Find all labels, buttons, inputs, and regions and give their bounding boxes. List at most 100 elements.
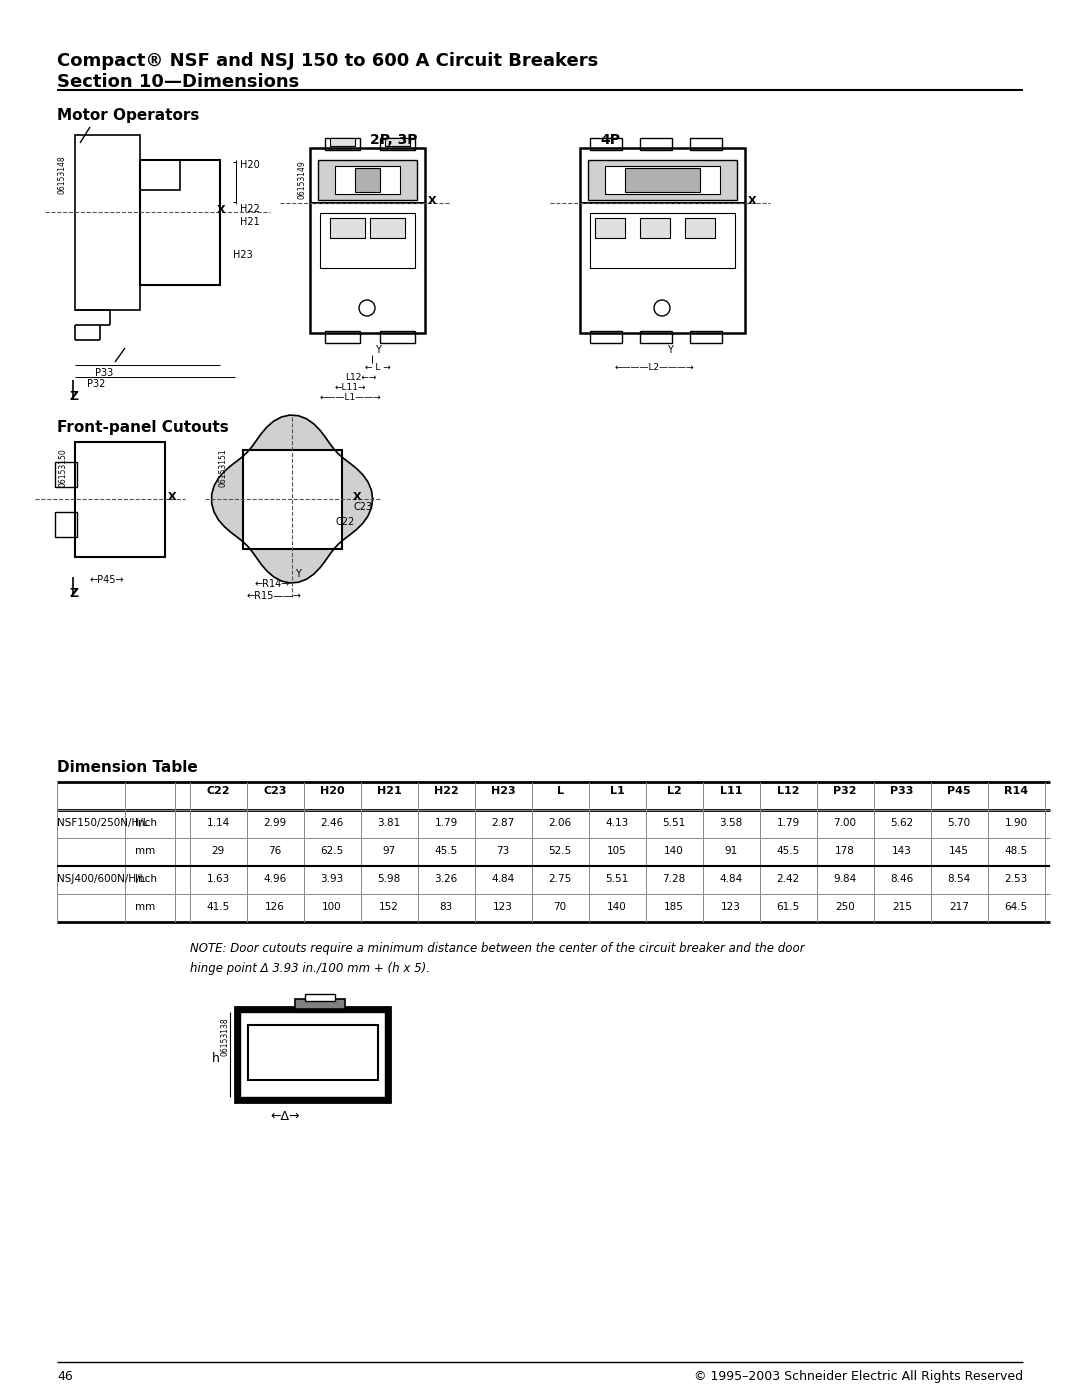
Text: L11: L11 <box>719 787 742 796</box>
Text: 2.75: 2.75 <box>549 875 571 884</box>
Text: © 1995–2003 Schneider Electric All Rights Reserved: © 1995–2003 Schneider Electric All Right… <box>693 1370 1023 1383</box>
Bar <box>590 138 622 149</box>
Text: ←P45→: ←P45→ <box>90 576 124 585</box>
Text: 145: 145 <box>949 847 969 856</box>
Text: 2.06: 2.06 <box>549 819 571 828</box>
Text: L2: L2 <box>666 787 681 796</box>
Text: Compact® NSF and NSJ 150 to 600 A Circuit Breakers: Compact® NSF and NSJ 150 to 600 A Circui… <box>57 52 598 70</box>
Bar <box>384 138 410 147</box>
Text: 4.13: 4.13 <box>606 819 629 828</box>
Text: P32: P32 <box>834 787 856 796</box>
Text: L: L <box>556 787 564 796</box>
Bar <box>240 1011 384 1097</box>
Text: 3.58: 3.58 <box>719 819 743 828</box>
Text: 2P, 3P: 2P, 3P <box>370 133 418 147</box>
Text: 105: 105 <box>607 847 626 856</box>
Text: X: X <box>168 492 177 502</box>
Text: 2.99: 2.99 <box>264 819 286 828</box>
Text: 3.81: 3.81 <box>377 819 401 828</box>
Text: 215: 215 <box>892 902 912 912</box>
Text: 5.62: 5.62 <box>890 819 914 828</box>
Bar <box>325 331 360 344</box>
Text: ←R14→: ←R14→ <box>255 578 291 590</box>
Text: 1.14: 1.14 <box>206 819 230 828</box>
Text: ←Δ→: ←Δ→ <box>270 1111 299 1123</box>
Bar <box>55 462 77 488</box>
Text: 5.51: 5.51 <box>606 875 629 884</box>
Text: mm: mm <box>135 847 156 856</box>
Text: P45: P45 <box>947 787 971 796</box>
Text: 48.5: 48.5 <box>1004 847 1028 856</box>
Text: Y: Y <box>295 569 301 578</box>
Text: NSF150/250N/H/L: NSF150/250N/H/L <box>57 819 149 828</box>
Text: 83: 83 <box>440 902 453 912</box>
Text: 76: 76 <box>268 847 282 856</box>
Bar <box>625 168 700 191</box>
Text: 2.53: 2.53 <box>1004 875 1028 884</box>
Text: H22: H22 <box>434 787 458 796</box>
Text: 4.84: 4.84 <box>491 875 515 884</box>
Bar <box>75 441 165 557</box>
Bar <box>685 218 715 237</box>
Text: H21: H21 <box>240 217 260 226</box>
Text: X: X <box>748 196 757 205</box>
Bar <box>310 148 426 332</box>
Text: ←R15——→: ←R15——→ <box>247 591 302 601</box>
Bar <box>590 331 622 344</box>
Text: Inch: Inch <box>135 819 157 828</box>
Polygon shape <box>212 415 373 583</box>
Text: H20: H20 <box>240 161 260 170</box>
Text: ←——L1——→: ←——L1——→ <box>320 393 381 402</box>
Bar <box>243 450 342 549</box>
Text: 2.42: 2.42 <box>777 875 799 884</box>
Text: 1.90: 1.90 <box>1004 819 1027 828</box>
Bar <box>318 161 417 200</box>
Text: 06153138: 06153138 <box>220 1017 229 1056</box>
Text: ←———L2———→: ←———L2———→ <box>615 363 694 372</box>
Text: hinge point Δ 3.93 in./100 mm + (h x 5).: hinge point Δ 3.93 in./100 mm + (h x 5). <box>190 963 430 975</box>
Text: 100: 100 <box>322 902 341 912</box>
Text: Z: Z <box>70 587 79 599</box>
Text: P33: P33 <box>890 787 914 796</box>
Text: 06153149: 06153149 <box>297 161 307 198</box>
Text: L12: L12 <box>777 787 799 796</box>
Bar <box>355 168 380 191</box>
Text: C23: C23 <box>264 787 287 796</box>
Text: 41.5: 41.5 <box>206 902 230 912</box>
Text: mm: mm <box>135 902 156 912</box>
Text: 8.46: 8.46 <box>890 875 914 884</box>
Bar <box>640 138 672 149</box>
Bar <box>690 331 723 344</box>
Text: C22: C22 <box>206 787 230 796</box>
Bar <box>640 331 672 344</box>
Bar <box>580 148 745 332</box>
Text: 178: 178 <box>835 847 855 856</box>
Text: 123: 123 <box>721 902 741 912</box>
Text: 5.51: 5.51 <box>662 819 686 828</box>
Text: L12←→: L12←→ <box>345 373 376 381</box>
Bar <box>140 161 180 190</box>
Text: 152: 152 <box>379 902 399 912</box>
Bar <box>330 218 365 237</box>
Bar <box>325 138 360 149</box>
Text: 140: 140 <box>664 847 684 856</box>
Text: 61.5: 61.5 <box>777 902 799 912</box>
Text: H22: H22 <box>240 204 260 214</box>
Bar <box>370 218 405 237</box>
Text: 64.5: 64.5 <box>1004 902 1028 912</box>
Bar <box>380 138 415 149</box>
Text: 9.84: 9.84 <box>834 875 856 884</box>
Text: 4.84: 4.84 <box>719 875 743 884</box>
Bar <box>305 995 335 1002</box>
Text: 70: 70 <box>553 902 567 912</box>
Text: 52.5: 52.5 <box>549 847 571 856</box>
Text: H23: H23 <box>233 250 253 260</box>
Bar <box>588 161 737 200</box>
Text: C23: C23 <box>353 502 373 511</box>
Text: 3.26: 3.26 <box>434 875 458 884</box>
Text: NSJ400/600N/H/L: NSJ400/600N/H/L <box>57 875 146 884</box>
Text: Y: Y <box>375 345 381 355</box>
Text: ←L11→: ←L11→ <box>335 383 366 393</box>
Bar <box>140 161 220 285</box>
Text: 45.5: 45.5 <box>777 847 799 856</box>
